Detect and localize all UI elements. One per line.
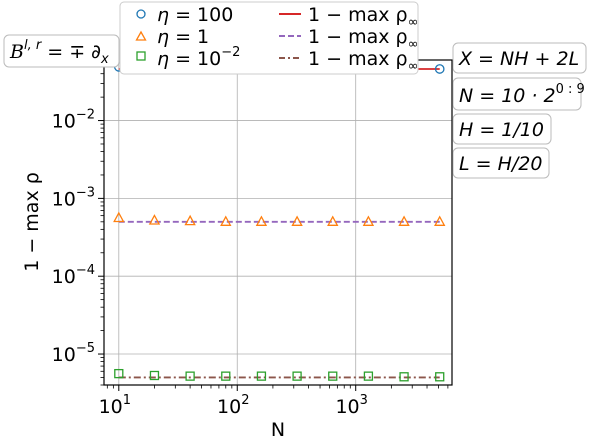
param-text-n: N = 10 · 20 : 9: [459, 82, 585, 107]
data-point-square: [328, 371, 338, 381]
y-tick-base: 10: [52, 266, 76, 288]
y-tick-exponent: −3: [76, 185, 95, 200]
y-tick-label: 10−2: [52, 108, 95, 133]
data-point-square: [185, 371, 195, 381]
data-point-triangle: [220, 215, 232, 226]
x-tick-label: 101: [99, 393, 131, 418]
x-tick-label: 103: [335, 393, 367, 418]
data-point-triangle: [362, 215, 375, 226]
legend-label-eta-1e-2: η = 10−2: [157, 45, 240, 70]
param-n-base: N = 10 · 2: [459, 85, 556, 107]
param-box-n: [452, 77, 582, 111]
operator-text: Bl, r = ∓ ∂x: [9, 38, 109, 67]
legend-line-text: 1 − max ρ: [308, 48, 408, 70]
y-tick-label: 10−5: [52, 341, 95, 366]
operator-box: [3, 34, 120, 68]
legend-line-text: 1 − max ρ: [308, 26, 408, 48]
x-axis-label: N: [271, 419, 285, 441]
legend-label-prefix: η =: [157, 26, 197, 48]
y-tick-exponent: −5: [76, 341, 95, 356]
data-point-square: [221, 371, 231, 381]
param-n-exponent: 0 : 9: [556, 82, 585, 97]
y-tick-label: 10−3: [52, 185, 95, 210]
legend-label-prefix: η =: [157, 48, 197, 70]
y-tick-label: 10−4: [52, 263, 95, 288]
y-tick-base: 10: [52, 344, 76, 366]
y-tick-exponent: −4: [76, 263, 95, 278]
legend-label-line-1: 1 − max ρ∞: [308, 4, 418, 30]
legend-label-line-3: 1 − max ρ∞: [308, 48, 418, 74]
legend-label-value: 10: [197, 48, 221, 70]
data-point-triangle: [291, 215, 303, 226]
legend-label-exponent: −2: [221, 45, 240, 60]
y-axis-label: 1 − max ρ: [21, 172, 43, 272]
x-tick-exponent: 1: [123, 393, 131, 408]
y-tick-base: 10: [52, 188, 76, 210]
axis-ticks: [98, 59, 449, 391]
param-box-x: [452, 42, 587, 74]
x-tick-base: 10: [335, 396, 359, 418]
data-point-square: [399, 372, 409, 382]
legend: η = 100 η = 1 η = 10−2 1 − max ρ∞ 1 − ma…: [119, 1, 419, 75]
data-point-triangle: [148, 214, 161, 225]
data-point-square: [363, 371, 374, 381]
data-point-square: [149, 370, 160, 381]
param-text-x: X = NH + 2L: [458, 48, 579, 70]
legend-label-value: 100: [197, 4, 233, 26]
param-text-l: L = H/20: [459, 153, 542, 175]
data-point-triangle: [398, 215, 410, 226]
x-tick-exponent: 2: [241, 393, 249, 408]
legend-label-prefix: η =: [157, 4, 197, 26]
x-tick-base: 10: [99, 396, 123, 418]
reference-lines: [118, 68, 440, 379]
x-tick-label: 102: [217, 393, 249, 418]
legend-label-line-2: 1 − max ρ∞: [308, 26, 418, 52]
data-point-triangle: [255, 215, 268, 226]
legend-marker-circle: [136, 9, 146, 19]
data-point-circle: [434, 64, 445, 74]
x-tick-base: 10: [217, 396, 241, 418]
operator-sub: x: [100, 52, 109, 67]
legend-line-text: 1 − max ρ: [308, 4, 408, 26]
parameter-annotations: X = NH + 2L N = 10 · 20 : 9 H = 1/10 L =…: [452, 42, 587, 179]
legend-line-sub: ∞: [408, 15, 419, 30]
legend-line-sub: ∞: [408, 59, 419, 74]
data-point-square: [435, 372, 445, 382]
data-point-triangle: [113, 211, 125, 223]
y-tick-exponent: −2: [76, 108, 95, 123]
param-box-l: [452, 147, 550, 179]
param-box-h: [452, 113, 552, 145]
data-point-triangle: [184, 214, 196, 226]
x-tick-exponent: 3: [360, 393, 368, 408]
data-point-triangle: [434, 215, 446, 226]
data-point-square: [114, 368, 124, 379]
param-text-h: H = 1/10: [459, 119, 544, 141]
legend-label-eta-100: η = 100: [157, 4, 233, 26]
data-point-square: [292, 371, 302, 381]
data-markers: [113, 61, 446, 382]
operator-rest: = ∓ ∂: [41, 41, 101, 63]
legend-marker-triangle: [135, 30, 147, 41]
data-point-square: [256, 371, 267, 381]
operator-sup: l, r: [24, 38, 43, 53]
operator-symbol: B: [9, 41, 24, 63]
y-tick-base: 10: [52, 111, 76, 133]
legend-label-eta-1: η = 1: [157, 26, 209, 48]
legend-frame: [119, 1, 419, 75]
operator-annotation: Bl, r = ∓ ∂x: [3, 34, 120, 68]
data-point-triangle: [327, 215, 339, 226]
legend-label-value: 1: [197, 26, 209, 48]
legend-line-sub: ∞: [408, 37, 419, 52]
legend-marker-square: [136, 51, 146, 61]
